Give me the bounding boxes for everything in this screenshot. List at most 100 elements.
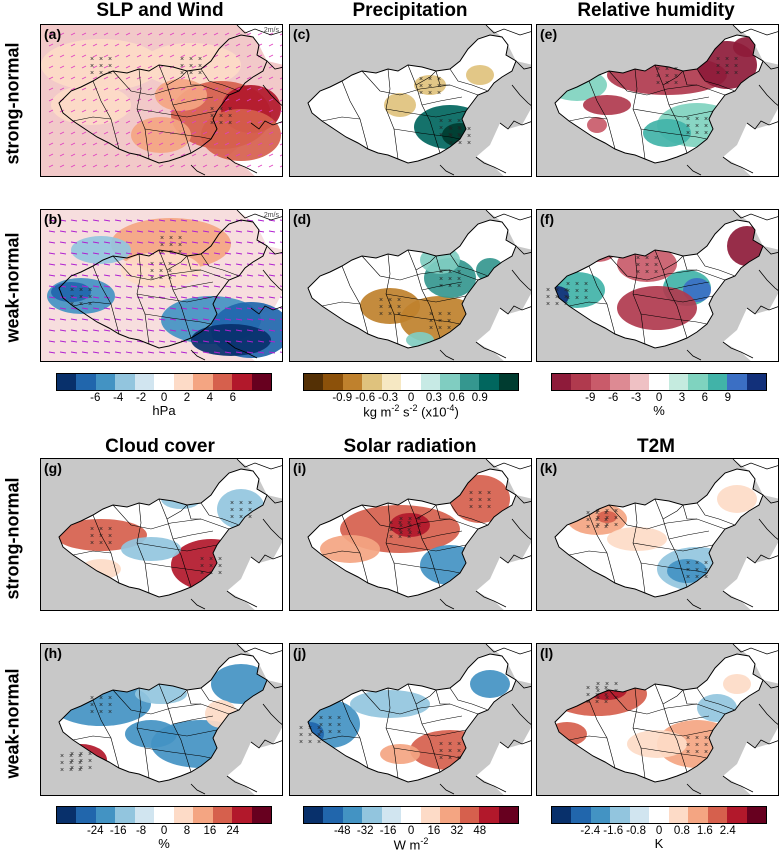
colorbar-unit: %	[653, 403, 665, 418]
colorbar-segment	[727, 374, 747, 390]
anomaly-region	[627, 730, 687, 758]
significance-cross: ×	[469, 504, 473, 511]
wind-arrow	[191, 241, 199, 244]
coastline	[746, 739, 778, 749]
wind-arrow	[257, 142, 263, 146]
coastline	[236, 210, 282, 221]
province-border	[321, 550, 361, 556]
colorbar-tick-label: 0	[655, 392, 663, 404]
significance-cross: ×	[198, 70, 202, 77]
wind-arrow	[59, 230, 67, 233]
province-border	[415, 255, 437, 271]
wind-arrow	[125, 318, 133, 321]
wind-arrow	[224, 285, 232, 288]
wind-arrow	[180, 87, 186, 91]
significance-cross: ×	[210, 120, 214, 127]
colorbar-segment	[323, 374, 343, 390]
province-border	[662, 70, 684, 86]
province-border	[393, 128, 461, 140]
significance-marks: ×××××××××××××××××××××××××××	[389, 490, 491, 541]
wind-arrow	[235, 296, 243, 299]
significance-cross: ×	[388, 297, 392, 304]
wind-arrow	[103, 274, 111, 277]
significance-cross: ×	[99, 63, 103, 70]
wind-arrow	[103, 263, 111, 266]
significance-cross: ×	[596, 681, 600, 688]
colorbar-segment	[381, 807, 402, 823]
significance-cross: ×	[487, 504, 491, 511]
significance-cross: ×	[159, 275, 163, 282]
wind-arrow	[48, 54, 54, 58]
significance-cross: ×	[605, 515, 609, 522]
significance-cross: ×	[575, 288, 579, 295]
wind-arrow	[136, 329, 144, 332]
province-border	[166, 689, 188, 705]
wind-arrow	[268, 120, 274, 124]
wind-arrow	[48, 164, 54, 168]
significance-cross: ×	[448, 755, 452, 762]
colorbar-tick-label: -2	[135, 392, 147, 404]
province-border	[136, 108, 218, 118]
wind-arrow	[158, 131, 164, 135]
unit-part: -2	[391, 403, 400, 413]
wind-arrow	[158, 142, 164, 146]
significance-cross: ×	[99, 70, 103, 77]
wind-arrow	[235, 43, 241, 47]
wind-arrow	[136, 230, 144, 233]
coastline	[515, 494, 531, 504]
significance-cross: ×	[317, 732, 321, 739]
colorbar-segment	[212, 374, 233, 390]
wind-arrow	[202, 109, 208, 113]
wind-arrow	[279, 165, 282, 168]
wind-arrow	[81, 241, 89, 244]
wind-arrow	[81, 120, 87, 124]
wind-arrow	[103, 351, 111, 354]
significance-cross: ×	[695, 116, 699, 123]
wind-arrow	[279, 154, 282, 157]
wind-arrow	[224, 252, 232, 255]
map-svg: ×××××××××××××××××××××××××××	[537, 644, 778, 795]
map-svg: ×××××××××××××××××××××××××××	[290, 210, 531, 361]
colorbar-tick-label: -16	[379, 825, 397, 837]
wind-arrow	[235, 142, 241, 146]
wind-arrow	[70, 307, 78, 310]
province-border	[136, 727, 218, 737]
wind-arrow	[81, 98, 87, 102]
wind-arrow	[191, 296, 199, 299]
wind-arrow	[125, 285, 133, 288]
wind-arrow	[70, 252, 78, 255]
significance-cross: ×	[239, 500, 243, 507]
significance-cross: ×	[478, 497, 482, 504]
significance-cross: ×	[695, 735, 699, 742]
significance-cross: ×	[328, 722, 332, 729]
wind-arrow	[103, 109, 109, 113]
wind-arrow	[70, 340, 78, 343]
wind-arrow	[147, 329, 155, 332]
anomaly-region	[320, 535, 380, 563]
wind-arrow	[92, 318, 100, 321]
province-border	[632, 727, 714, 737]
wind-arrow	[191, 219, 199, 222]
wind-arrow	[213, 32, 219, 36]
significance-cross: ×	[447, 311, 451, 318]
significance-cross: ×	[248, 507, 252, 514]
wind-arrow	[246, 65, 252, 69]
wind-arrow	[268, 164, 274, 168]
significance-cross: ×	[328, 729, 332, 736]
wind-arrow	[48, 131, 54, 135]
significance-cross: ×	[189, 56, 193, 63]
significance-cross: ×	[695, 567, 699, 574]
province-border	[696, 687, 736, 711]
wind-arrow	[257, 32, 263, 36]
significance-cross: ×	[178, 242, 182, 249]
wind-arrow	[103, 87, 109, 91]
significance-cross: ×	[399, 530, 403, 537]
wind-arrow	[125, 219, 133, 222]
colorbar-tick-label: -9	[585, 392, 596, 404]
significance-cross: ×	[438, 325, 442, 332]
wind-arrow	[103, 131, 109, 135]
country-border	[58, 34, 268, 164]
coastline	[485, 25, 531, 36]
wind-arrow	[114, 296, 122, 299]
wind-arrow	[246, 274, 254, 277]
